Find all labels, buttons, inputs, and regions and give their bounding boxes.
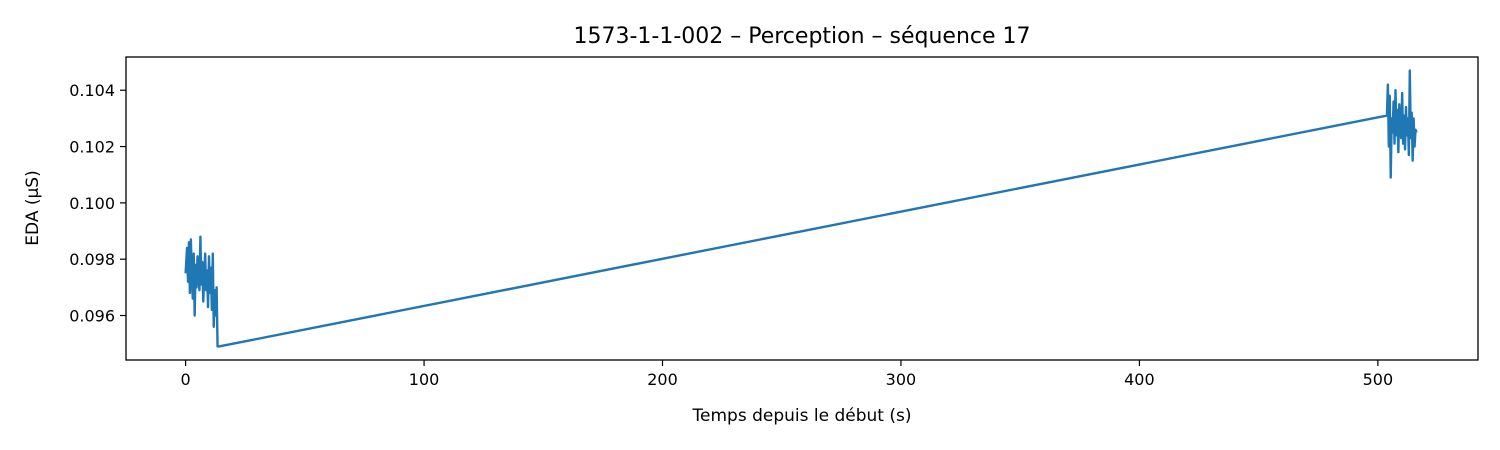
y-tick-label: 0.102	[69, 138, 115, 157]
y-tick-label: 0.096	[69, 307, 115, 326]
plot-area	[125, 56, 1479, 361]
x-axis-ticks: 0 100 200 300 400 500	[181, 360, 1394, 389]
chart-title: 1573-1-1-002 – Perception – séquence 17	[573, 24, 1030, 49]
x-tick-label: 400	[1124, 370, 1155, 389]
x-tick-label: 0	[181, 370, 191, 389]
x-tick-label: 100	[409, 370, 440, 389]
series-layer	[184, 69, 1418, 348]
x-tick-label: 500	[1363, 370, 1394, 389]
x-tick-label: 300	[886, 370, 917, 389]
x-tick-label: 200	[647, 370, 678, 389]
x-axis-label: Temps depuis le début (s)	[692, 406, 912, 426]
y-tick-label: 0.100	[69, 194, 115, 213]
y-axis-label: EDA (µS)	[23, 170, 43, 245]
y-tick-label: 0.098	[69, 250, 115, 269]
y-axis-ticks: 0.096 0.098 0.100 0.102 0.104	[69, 81, 126, 326]
eda-series-line	[184, 69, 1418, 348]
y-tick-label: 0.104	[69, 81, 115, 100]
plot-frame	[125, 56, 1479, 361]
